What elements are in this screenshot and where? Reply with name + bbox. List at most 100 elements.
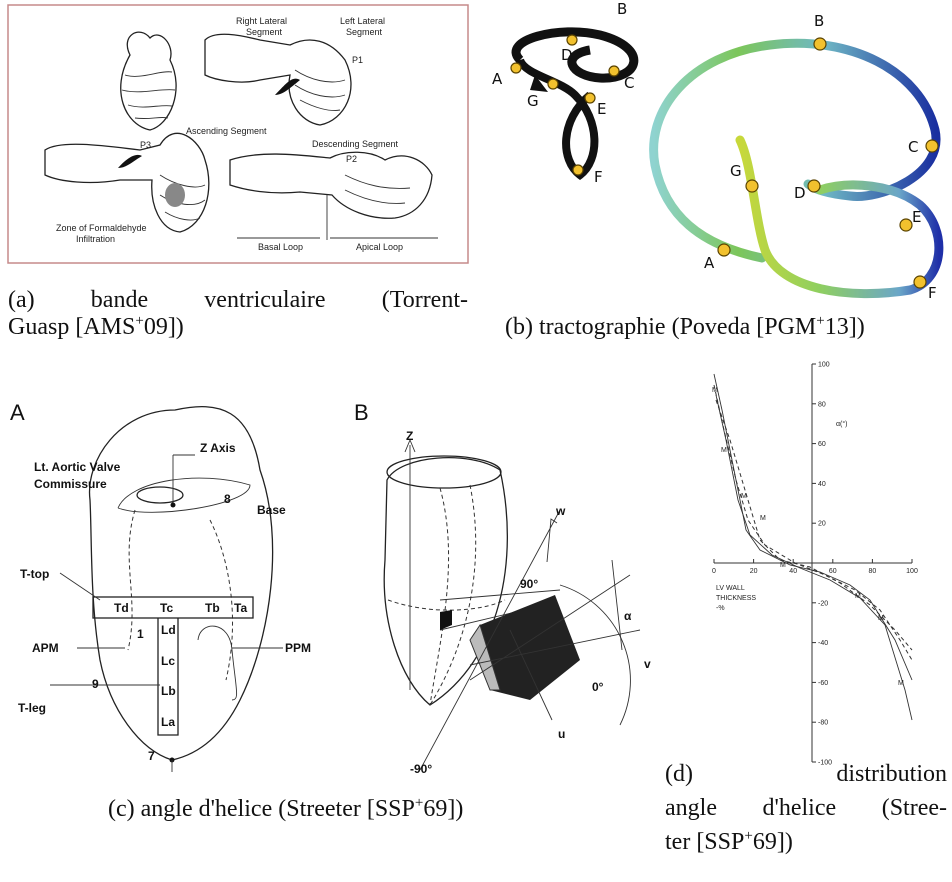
y-tick-label: -40 [818,640,828,647]
x-axis-label: LV WALL [716,585,745,592]
panel-d: M M M M M M M M α(°) LV WALL THICKNESS -… [712,362,918,767]
x-tick-label: 100 [906,568,918,575]
marker-label: M [721,447,727,454]
caption-b: (b) tractographie (Poveda [PGM+13]) [505,310,865,344]
label-0: 0° [592,680,604,694]
label-zone: Infiltration [76,234,115,244]
panel-c-heart-a: A Z Axis Lt. Aortic Valve Commissure 8 B… [10,400,311,772]
y-tick-label: 60 [818,441,826,448]
label-tc: Tc [160,601,173,615]
caption-sup: + [816,313,824,329]
label-valve: Commissure [34,477,107,491]
panel-a: Right Lateral Segment Left Lateral Segme… [8,5,468,263]
y-tick-label: 40 [818,481,826,488]
y-tick-label: 80 [818,401,826,408]
label-90: 90° [520,577,538,591]
label-z-axis: Z Axis [200,441,236,455]
marker-label: M [855,593,861,600]
point-label: F [928,284,937,302]
caption-d: ter [SSP+69]) [665,825,793,859]
point-label: G [527,92,539,110]
label-ascending: Ascending Segment [186,126,267,136]
y-tick-label: -20 [818,600,828,607]
label-u: u [558,727,565,741]
x-axis-label: THICKNESS [716,595,756,602]
label-1: 1 [137,627,144,641]
point-label: B [814,12,824,30]
page: {"panel_a": {"labels": {"right_lateral":… [0,0,952,882]
caption-text: 13]) [825,314,865,340]
marker-label: M [712,387,718,394]
label-left-lateral: Segment [346,27,383,37]
marker-label: M [878,615,884,622]
label-neg90: -90° [410,762,432,776]
panel-b: B D A C G E F B C G D E A F [492,0,939,302]
label-z: Z [406,429,413,443]
label-right-lateral: Right Lateral [236,16,287,26]
figure: Right Lateral Segment Left Lateral Segme… [0,0,952,882]
label-zone: Zone of Formaldehyde [56,223,147,233]
label-descending: Descending Segment [312,139,399,149]
label-8: 8 [224,492,231,506]
label-ppm: PPM [285,641,311,655]
panel-letter: A [10,400,25,425]
point-label: A [492,70,503,88]
label-left-lateral: Left Lateral [340,16,385,26]
point-label: D [561,46,573,64]
panel-c-heart-b: B Z w 90° α v 0° u -90° [354,400,651,776]
caption-text: Guasp [AMS [8,314,135,340]
marker-label: M [780,562,786,569]
caption-d: angle d'helice (Stree- [665,791,947,825]
x-tick-label: 20 [750,568,758,575]
point-label: D [794,184,806,202]
x-axis-label: -% [716,605,725,612]
label-p2: P2 [346,154,357,164]
label-right-lateral: Segment [246,27,283,37]
label-td: Td [114,601,129,615]
point-label: B [617,0,627,18]
caption-sup: + [744,828,752,844]
caption-text: 09]) [144,314,184,340]
label-basal-loop: Basal Loop [258,242,303,252]
caption-d: (d) distribution [665,757,947,791]
marker-label: M [760,515,766,522]
caption-text: 69]) [753,829,793,855]
label-tb: Tb [205,601,220,615]
caption-text: (c) angle d'helice (Streeter [SSP [108,796,415,822]
caption-c: (c) angle d'helice (Streeter [SSP+69]) [108,792,463,826]
point-label: E [597,100,606,118]
label-ta: Ta [234,601,247,615]
x-tick-label: 60 [829,568,837,575]
x-tick-label: 40 [789,568,797,575]
label-t-top: T-top [20,567,49,581]
label-apm: APM [32,641,59,655]
label-valve: Lt. Aortic Valve [34,460,121,474]
label-lc: Lc [161,654,175,668]
y-tick-label: -60 [818,680,828,687]
curves [714,374,912,720]
point-label: C [908,138,918,156]
x-tick-label: 0 [712,568,716,575]
label-la: La [161,715,175,729]
label-base: Base [257,503,286,517]
caption-text: 69]) [423,796,463,822]
label-9: 9 [92,677,99,691]
caption-text: (d) distribution [665,761,947,787]
caption-text: (b) tractographie (Poveda [PGM [505,314,816,340]
label-apical-loop: Apical Loop [356,242,403,252]
label-alpha: α [624,609,632,623]
point-label: E [912,208,921,226]
y-tick-label: -80 [818,720,828,727]
label-t-leg: T-leg [18,701,46,715]
point-label: G [730,162,742,180]
label-v: v [644,657,651,671]
caption-sup: + [135,313,143,329]
x-tick-label: 80 [869,568,877,575]
point-label: C [624,74,634,92]
point-label: A [704,254,715,272]
label-ld: Ld [161,623,176,637]
label-w: w [555,504,566,518]
label-p1: P1 [352,55,363,65]
y-tick-label: 100 [818,362,830,369]
label-lb: Lb [161,684,176,698]
